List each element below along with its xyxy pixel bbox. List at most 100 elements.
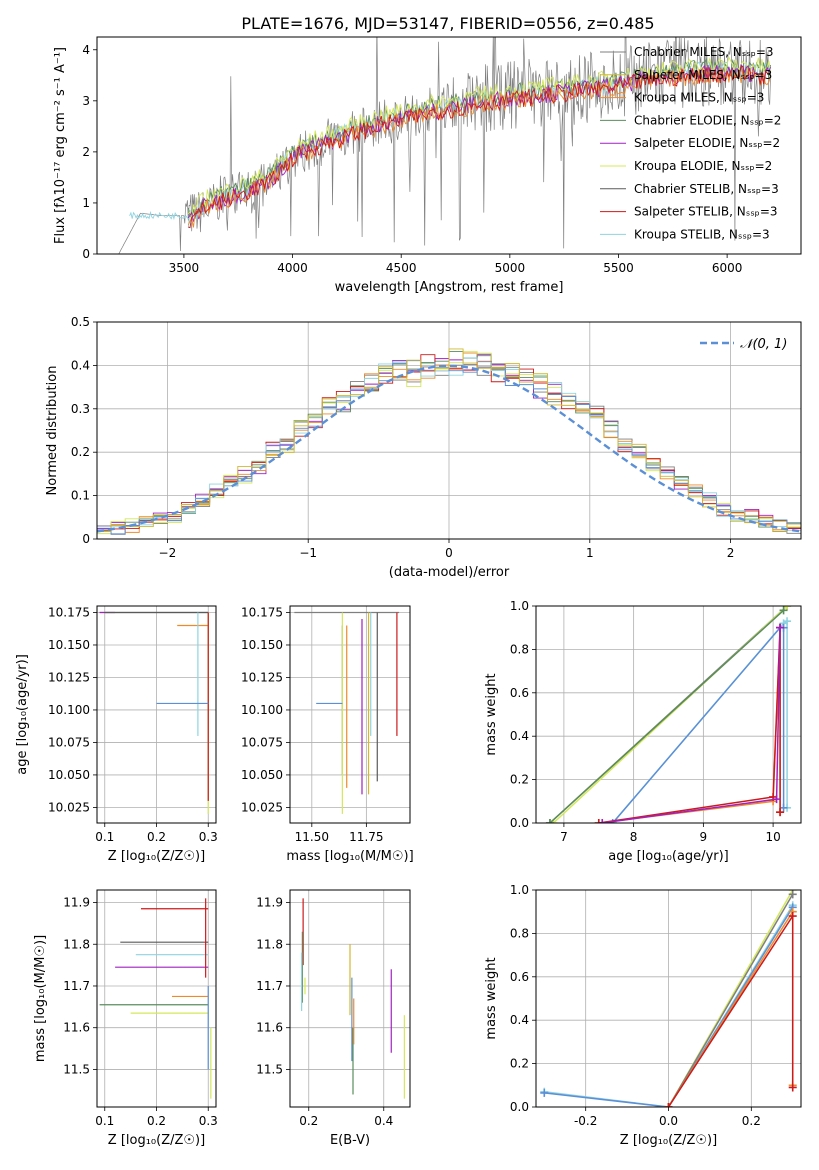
y-tick-label: 0.2 (510, 773, 529, 787)
panel-residuals: −2 −1 0 1 2 0 0.1 0.2 0.3 0.4 0.5 (data-model)/erro… (45, 315, 802, 580)
axes-frame (535, 889, 802, 1108)
y-tick-label: 0.8 (510, 926, 529, 940)
errorbars (301, 898, 405, 1099)
series-marker (664, 1103, 673, 1107)
series-marker (783, 617, 792, 626)
legend-entry: Salpeter ELODIE, Nₛₛₚ=2 (634, 136, 780, 150)
x-tick-label: 0.4 (374, 1114, 393, 1128)
series-line-salpeter_stelib (667, 913, 794, 1107)
series-marker (783, 606, 792, 610)
panel-mass-vs-EBV: 0.2 0.4 11.5 11.6 11.7 11.8 11.9 E(B-V) (256, 889, 411, 1148)
x-tick-label: 0.2 (147, 830, 166, 844)
y-tick-label: 0.2 (71, 445, 90, 459)
y-tick-label: 0.0 (510, 1100, 529, 1114)
x-tick-label: 4500 (386, 261, 417, 275)
x-tick-label: 5000 (495, 261, 526, 275)
errorbars (99, 611, 209, 814)
y-tick-label: 11.5 (256, 1062, 283, 1076)
y-tick-label: 1.0 (510, 883, 529, 897)
y-tick-label: 1 (82, 196, 90, 210)
axes-frame (96, 36, 802, 255)
y-tick-label: 0.5 (71, 315, 90, 329)
legend-entry: Chabrier ELODIE, Nₛₛₚ=2 (634, 113, 781, 127)
series-marker (776, 808, 785, 817)
y-tick-label: 0.4 (510, 1013, 529, 1027)
y-tick-label: 0.2 (510, 1057, 529, 1071)
series-marker (772, 795, 781, 804)
charts: 3500 4000 4500 5000 5500 6000 0 1 2 3 4 wavelength … (15, 36, 802, 1148)
x-tick-label: 10 (765, 830, 780, 844)
y-tick-label: 10.100 (48, 703, 90, 717)
errorbars (294, 611, 400, 814)
axes-frame (289, 889, 411, 1108)
axes-frame (96, 321, 802, 540)
histograms (97, 348, 801, 535)
x-tick-label: 0.3 (199, 1114, 218, 1128)
y-tick-label: 11.5 (63, 1062, 90, 1076)
errorbars (99, 898, 212, 1099)
series-marker (540, 1088, 549, 1097)
y-tick-label: 10.025 (48, 800, 90, 814)
spectrum-lines (118, 37, 772, 254)
x-tick-label: 8 (630, 830, 638, 844)
series-line-salpeter_stelib (598, 627, 781, 823)
legend-entry: 𝒩(0, 1) (740, 337, 787, 352)
x-tick-label: 7 (560, 830, 568, 844)
y-axis-label: mass weight (484, 957, 499, 1039)
y-tick-label: 0.4 (71, 358, 90, 372)
y-tick-label: 11.6 (256, 1021, 283, 1035)
x-tick-label: 0.2 (299, 1114, 318, 1128)
page-title: PLATE=1676, MJD=53147, FIBERID=0556, z=0… (241, 14, 654, 33)
spectrum-model-salpeter_stelib (188, 66, 771, 229)
y-tick-label: 2 (82, 145, 90, 159)
y-tick-label: 10.175 (48, 605, 90, 619)
y-tick-label: 10.075 (241, 735, 283, 749)
spectrum-data-line (118, 37, 771, 254)
series-marker (594, 819, 603, 823)
axes-frame (96, 605, 217, 824)
x-tick-label: -0.2 (574, 1114, 597, 1128)
x-tick-label: 11.50 (295, 830, 329, 844)
x-axis-label: Z [log₁₀(Z/Z☉)] (108, 1133, 205, 1148)
legend-entry: Salpeter MILES, Nₛₛₚ=3 (634, 68, 772, 82)
y-tick-label: 0.4 (510, 729, 529, 743)
y-tick-label: 11.8 (256, 937, 283, 951)
panel-massweight-vs-age: 7 8 9 10 0.0 0.2 0.4 0.6 0.8 1.0 age [log₁₀(age/yr… (484, 599, 802, 864)
y-tick-label: 11.6 (63, 1021, 90, 1035)
x-tick-label: 6000 (712, 261, 743, 275)
x-tick-label: 0.2 (742, 1114, 761, 1128)
series-line-salpeter_elodie (602, 627, 781, 823)
panel-age-vs-mass: 11.50 11.75 10.025 10.050 10.075 10.100 10.125… (241, 605, 414, 864)
x-tick-label: 0.2 (147, 1114, 166, 1128)
y-tick-label: 0.1 (71, 489, 90, 503)
legend-entry: Kroupa ELODIE, Nₛₛₚ=2 (634, 159, 772, 173)
histogram-salpeter_miles (97, 348, 801, 532)
axes-frame (535, 605, 802, 824)
x-tick-label: 0.0 (659, 1114, 678, 1128)
panel-mass-vs-Z: 0.1 0.2 0.3 11.5 11.6 11.7 11.8 11.9 Z [log₁₀(Z/… (33, 889, 218, 1148)
series-marker (598, 819, 607, 823)
x-tick-label: −1 (299, 546, 317, 560)
y-tick-label: 11.8 (63, 937, 90, 951)
spectrum-model-salpeter_elodie (187, 64, 772, 222)
y-axis-label: mass weight (484, 673, 499, 755)
y-tick-label: 0.6 (510, 970, 529, 984)
y-tick-label: 10.150 (241, 638, 283, 652)
y-tick-label: 11.7 (63, 979, 90, 993)
spectrum-model-kroupa-stelib-blue (129, 210, 189, 221)
x-tick-label: 0.1 (95, 830, 114, 844)
panel-age-vs-Z: 0.1 0.2 0.3 10.025 10.050 10.075 10.100 10.125 1… (15, 605, 218, 864)
y-tick-label: 10.100 (241, 703, 283, 717)
x-tick-label: 0.3 (199, 830, 218, 844)
panel-spectrum: 3500 4000 4500 5000 5500 6000 0 1 2 3 4 wavelength … (53, 36, 802, 295)
y-axis-label: Normed distribution (45, 366, 60, 496)
x-axis-label: Z [log₁₀(Z/Z☉)] (108, 849, 205, 864)
spectrum-model-kroupa_stelib (187, 61, 772, 228)
series-marker (779, 606, 788, 615)
spectrum-model-kroupa_elodie (187, 56, 772, 219)
series-line-gauss (544, 907, 794, 1107)
series (545, 606, 792, 823)
x-tick-label: 4000 (277, 261, 308, 275)
series-line-kroupa_miles (598, 627, 781, 823)
